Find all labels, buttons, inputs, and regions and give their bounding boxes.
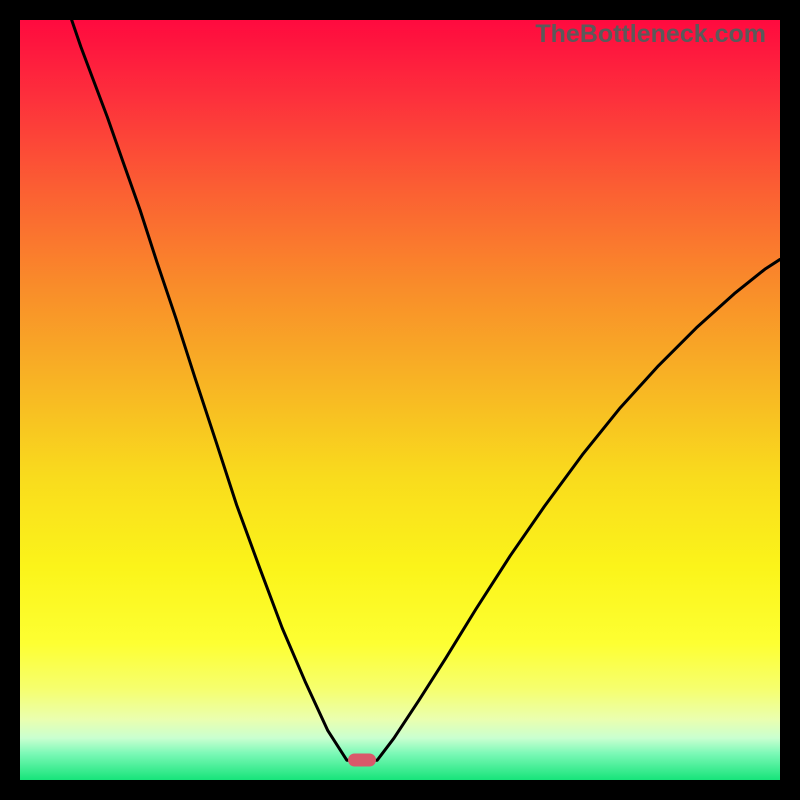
plot-area: TheBottleneck.com bbox=[20, 20, 780, 780]
minimum-marker bbox=[348, 754, 376, 767]
gradient-background bbox=[20, 20, 780, 780]
watermark-text: TheBottleneck.com bbox=[535, 20, 766, 49]
chart-svg bbox=[20, 20, 780, 780]
chart-outer: TheBottleneck.com bbox=[0, 0, 800, 800]
